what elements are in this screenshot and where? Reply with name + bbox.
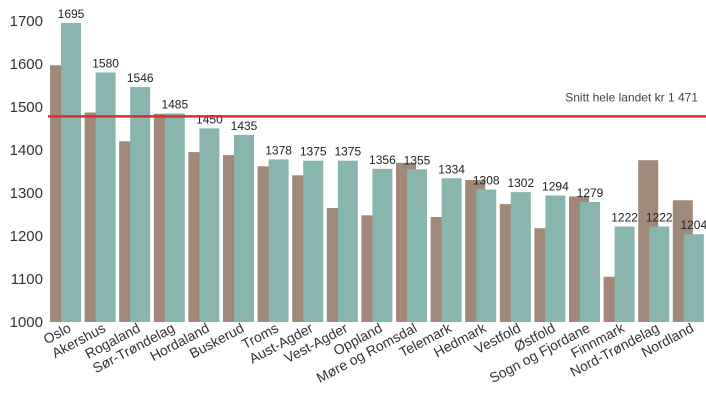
bar-series-2 <box>545 195 566 322</box>
value-label: 1378 <box>265 143 292 157</box>
bar-series-2 <box>372 168 393 322</box>
bar-series-2 <box>234 134 254 322</box>
y-tick-label: 1400 <box>10 142 43 159</box>
value-label: 1222 <box>611 211 638 225</box>
value-label: 1485 <box>161 97 188 111</box>
y-tick-label: 1600 <box>10 56 43 73</box>
bar-series-2 <box>614 226 635 322</box>
bar-series-2 <box>649 226 670 322</box>
value-label: 1334 <box>438 162 465 176</box>
y-tick-label: 1100 <box>11 271 43 288</box>
y-tick-label: 1000 <box>10 314 43 331</box>
bar-series-2 <box>441 178 462 322</box>
y-tick-label: 1200 <box>10 228 43 245</box>
value-label: 1375 <box>300 145 327 159</box>
bar-series-2 <box>303 160 324 322</box>
bar-series-2 <box>130 87 151 322</box>
bars <box>50 23 704 323</box>
value-label: 1450 <box>196 112 223 126</box>
bar-series-2 <box>337 160 358 322</box>
value-label: 1308 <box>473 174 500 188</box>
bar-series-2 <box>580 202 600 322</box>
y-axis-ticks: 1000 1100 1200 1300 1400 1500 1600 1700 <box>10 13 43 331</box>
value-label: 1356 <box>369 153 396 167</box>
value-label: 1695 <box>58 7 85 21</box>
value-label: 1222 <box>646 211 673 225</box>
reference-line-group: Snitt hele landet kr 1 471 <box>48 90 706 118</box>
y-tick-label: 1300 <box>10 185 43 202</box>
bar-series-2 <box>268 159 289 322</box>
bar-series-2 <box>683 234 704 322</box>
value-label: 1355 <box>404 153 431 167</box>
value-label: 1375 <box>334 145 361 159</box>
bar-series-2 <box>510 192 531 322</box>
bar-series-2 <box>199 128 220 322</box>
value-label: 1279 <box>577 186 604 200</box>
value-label: 1302 <box>507 176 534 190</box>
value-label: 1204 <box>680 218 706 232</box>
bar-series-2 <box>407 169 427 322</box>
value-label: 1294 <box>542 180 569 194</box>
bar-series-2 <box>476 189 497 322</box>
x-axis-labels: OsloAkershusRogalandSør-TrøndelagHordala… <box>40 319 696 386</box>
bar-series-2 <box>95 72 116 322</box>
bar-series-2 <box>61 23 81 322</box>
bar-series-2 <box>164 113 185 323</box>
reference-line-label: Snitt hele landet kr 1 471 <box>565 90 698 104</box>
y-tick-label: 1500 <box>10 99 43 116</box>
y-tick-label: 1700 <box>10 13 43 30</box>
value-label: 1580 <box>92 57 119 71</box>
value-label: 1546 <box>127 71 154 85</box>
value-label: 1435 <box>231 119 258 133</box>
